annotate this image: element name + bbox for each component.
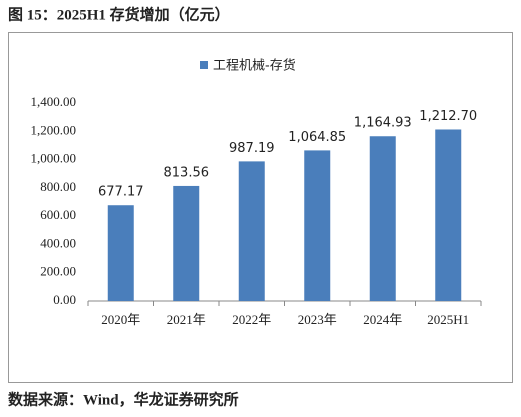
y-tick-label: 400.00 bbox=[40, 235, 76, 250]
bar bbox=[238, 161, 265, 301]
x-tick-label: 2020年 bbox=[101, 312, 140, 327]
y-tick-label: 0.00 bbox=[53, 292, 76, 307]
y-tick-label: 200.00 bbox=[40, 264, 76, 279]
bar bbox=[107, 205, 134, 301]
data-label: 1,212.70 bbox=[419, 109, 477, 124]
y-tick-label: 1,200.00 bbox=[31, 122, 77, 137]
data-label: 813.56 bbox=[164, 165, 210, 180]
data-label: 1,064.85 bbox=[288, 130, 346, 145]
legend-label: 工程机械-存货 bbox=[213, 58, 296, 74]
chart-frame bbox=[8, 32, 513, 383]
source: 数据来源：Wind，华龙证券研究所 bbox=[8, 390, 239, 408]
bar bbox=[173, 185, 200, 301]
x-tick-label: 2021年 bbox=[167, 312, 206, 327]
bar bbox=[435, 129, 462, 301]
y-tick-label: 1,400.00 bbox=[31, 94, 77, 109]
bar bbox=[304, 150, 331, 301]
x-tick-label: 2024年 bbox=[363, 312, 402, 327]
y-tick-label: 600.00 bbox=[40, 207, 76, 222]
y-tick-label: 1,000.00 bbox=[31, 151, 77, 166]
x-tick-label: 2023年 bbox=[298, 312, 337, 327]
data-label: 987.19 bbox=[229, 141, 275, 156]
legend-swatch bbox=[200, 61, 208, 69]
data-label: 1,164.93 bbox=[354, 116, 412, 131]
data-label: 677.17 bbox=[98, 185, 144, 200]
x-tick-label: 2022年 bbox=[232, 312, 271, 327]
bar bbox=[369, 136, 396, 301]
y-tick-label: 800.00 bbox=[40, 179, 76, 194]
chart-title: 图 15：2025H1 存货增加（亿元） bbox=[8, 5, 230, 23]
x-tick-label: 2025H1 bbox=[427, 312, 469, 327]
